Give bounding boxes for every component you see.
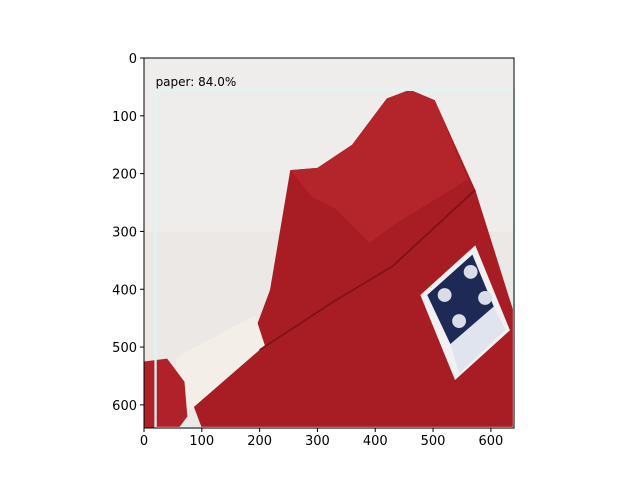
photo bbox=[144, 58, 515, 429]
x-tick-label: 400 bbox=[363, 434, 388, 449]
x-tick-label: 300 bbox=[305, 434, 330, 449]
x-tick-label: 0 bbox=[140, 434, 148, 449]
y-tick-label: 300 bbox=[112, 225, 137, 240]
x-tick-label: 100 bbox=[189, 434, 214, 449]
x-tick-label: 500 bbox=[421, 434, 446, 449]
detection-label: paper: 84.0% bbox=[156, 75, 237, 89]
y-tick-label: 100 bbox=[112, 110, 137, 125]
y-tick-label: 600 bbox=[112, 399, 137, 414]
y-tick-label: 200 bbox=[112, 168, 137, 183]
x-tick-label: 600 bbox=[478, 434, 503, 449]
x-tick-label: 200 bbox=[247, 434, 272, 449]
y-tick-label: 400 bbox=[112, 283, 137, 298]
y-tick-label: 500 bbox=[112, 341, 137, 356]
y-tick-label: 0 bbox=[129, 52, 137, 67]
axes-frame bbox=[143, 57, 515, 429]
